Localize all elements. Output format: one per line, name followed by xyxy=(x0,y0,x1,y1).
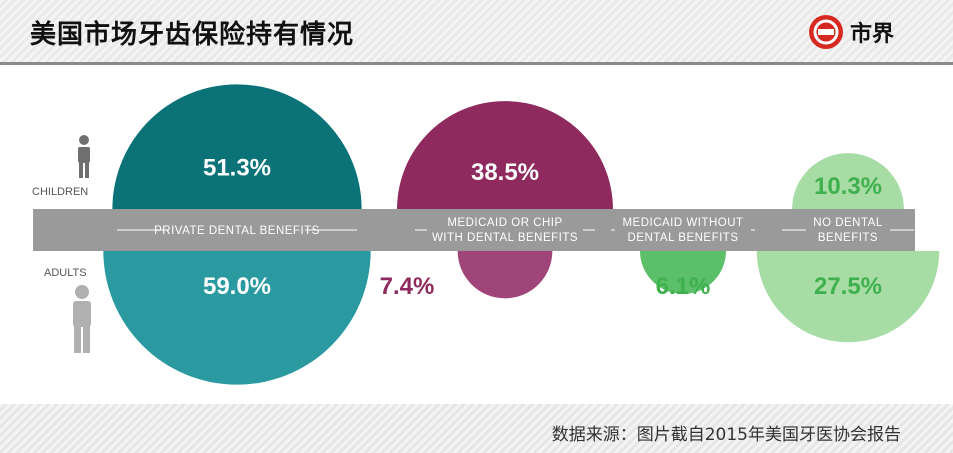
logo-text: 市界 xyxy=(850,21,895,47)
children-label: CHILDREN xyxy=(32,186,88,198)
category-label: NO DENTAL xyxy=(813,217,883,229)
adults-semicircle xyxy=(640,251,726,294)
adults-value-label: 27.5% xyxy=(814,273,882,300)
adults-label: ADULTS xyxy=(44,267,87,279)
category-label: DENTAL BENEFITS xyxy=(627,232,738,244)
footer-bar: 数据来源：图片截自2015年美国牙医协会报告 xyxy=(0,404,953,453)
page-title: 美国市场牙齿保险持有情况 xyxy=(30,20,355,50)
header-divider xyxy=(0,62,953,65)
category-label: WITH DENTAL BENEFITS xyxy=(432,232,578,244)
header-bar xyxy=(0,0,953,62)
adults-value-label: 59.0% xyxy=(203,273,271,300)
children-value-label: 10.3% xyxy=(814,173,882,200)
adults-semicircle xyxy=(756,251,940,343)
children-value-label: 38.5% xyxy=(471,159,539,186)
category-label: MEDICAID WITHOUT xyxy=(622,217,743,229)
source-note: 数据来源：图片截自2015年美国牙医协会报告 xyxy=(551,425,901,445)
adults-semicircle xyxy=(457,251,553,299)
adult-person-icon xyxy=(73,285,91,353)
brand-logo: 市界 xyxy=(808,14,894,50)
logo-icon xyxy=(809,15,843,49)
category-label: PRIVATE DENTAL BENEFITS xyxy=(154,225,320,237)
children-semicircle xyxy=(397,101,613,209)
category-label: BENEFITS xyxy=(818,232,878,244)
category-band xyxy=(33,209,915,251)
children-semicircle xyxy=(792,153,904,209)
adults-value-label: 7.4% xyxy=(380,273,435,300)
adults-semicircle xyxy=(103,251,371,385)
adults-value-label: 6.1% xyxy=(656,273,711,300)
category-label: MEDICAID OR CHIP xyxy=(447,217,562,229)
child-person-icon xyxy=(78,135,90,178)
children-value-label: 51.3% xyxy=(203,154,271,181)
children-semicircle xyxy=(112,84,362,209)
